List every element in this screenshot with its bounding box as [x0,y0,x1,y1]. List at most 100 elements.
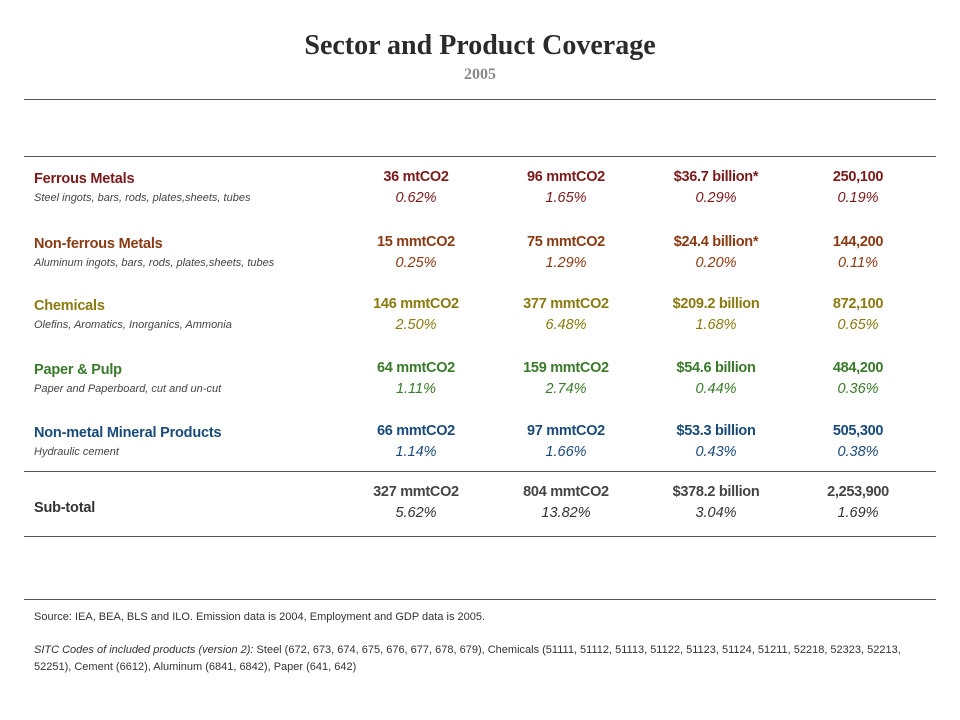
subtotal-employment-cell: 2,253,900 1.69% [783,484,933,521]
subtotal-row: Sub-total 327 mmtCO2 5.62% 804 mmtCO2 13… [0,478,960,538]
employment-value: 144,200 [832,234,884,250]
divider-footer [24,599,936,600]
sector-name: Non-metal Mineral Products [34,425,222,441]
divider-top [24,99,936,100]
emissions2-value: 96 mmtCO2 [527,169,605,185]
gdp-share: 1.68% [695,317,737,333]
emissions2-share: 1.29% [545,255,587,271]
sitc-lead: SITC Codes of included products (version… [34,644,254,656]
sector-name: Non-ferrous Metals [34,236,163,252]
subtotal-label: Sub-total [34,500,96,516]
table-row: Paper & Pulp Paper and Paperboard, cut an… [0,354,960,414]
table-row: Non-ferrous Metals Aluminum ingots, bars,… [0,228,960,288]
subtotal-employment: 2,253,900 [827,484,889,500]
emissions2-cell: 96 mmtCO2 1.65% [491,169,641,206]
subtotal-emissions-pct: 5.62% [395,505,437,521]
employment-cell: 144,200 0.11% [783,234,933,271]
page-subtitle: 2005 [464,66,496,83]
employment-cell: 505,300 0.38% [783,423,933,460]
sitc-note: SITC Codes of included products (version… [34,642,914,676]
subtotal-employment-pct: 1.69% [837,505,879,521]
emissions2-share: 2.74% [545,381,587,397]
gdp-value: $24.4 billion* [673,234,759,250]
gdp-cell: $53.3 billion 0.43% [641,423,791,460]
gdp-cell: $24.4 billion* 0.20% [641,234,791,271]
emissions2-value: 377 mmtCO2 [523,296,609,312]
employment-share: 0.38% [837,444,879,460]
emissions-value: 15 mmtCO2 [377,234,455,250]
sector-products: Paper and Paperboard, cut and un-cut [34,383,222,395]
emissions-share: 1.14% [395,444,437,460]
emissions2-share: 1.66% [545,444,587,460]
emissions-cell: 146 mmtCO2 2.50% [341,296,491,333]
emissions-share: 0.25% [395,255,437,271]
employment-cell: 250,100 0.19% [783,169,933,206]
emissions-cell: 66 mmtCO2 1.14% [341,423,491,460]
emissions2-cell: 75 mmtCO2 1.29% [491,234,641,271]
subtotal-emissions2-cell: 804 mmtCO2 13.82% [491,484,641,521]
gdp-value: $36.7 billion* [673,169,759,185]
employment-cell: 872,100 0.65% [783,296,933,333]
employment-share: 0.36% [837,381,879,397]
divider-table-top [24,156,936,157]
emissions2-value: 75 mmtCO2 [527,234,605,250]
emissions-share: 2.50% [395,317,437,333]
subtotal-emissions-cell: 327 mmtCO2 5.62% [341,484,491,521]
emissions2-cell: 159 mmtCO2 2.74% [491,360,641,397]
emissions2-cell: 97 mmtCO2 1.66% [491,423,641,460]
emissions-value: 66 mmtCO2 [377,423,455,439]
emissions-value: 146 mmtCO2 [373,296,459,312]
emissions2-value: 159 mmtCO2 [523,360,609,376]
gdp-value: $209.2 billion [672,296,760,312]
sector-name: Paper & Pulp [34,362,122,378]
employment-value: 505,300 [832,423,884,439]
employment-value: 872,100 [832,296,884,312]
emissions2-share: 1.65% [545,190,587,206]
emissions2-value: 97 mmtCO2 [527,423,605,439]
employment-share: 0.65% [837,317,879,333]
gdp-share: 0.29% [695,190,737,206]
page-title: Sector and Product Coverage [304,30,656,61]
subtotal-gdp-cell: $378.2 billion 3.04% [641,484,791,521]
gdp-cell: $54.6 billion 0.44% [641,360,791,397]
emissions-cell: 15 mmtCO2 0.25% [341,234,491,271]
employment-cell: 484,200 0.36% [783,360,933,397]
sector-products: Olefins, Aromatics, Inorganics, Ammonia [34,319,232,331]
sector-products: Aluminum ingots, bars, rods, plates,shee… [34,257,275,269]
divider-subtotal [24,471,936,472]
emissions-value: 36 mtCO2 [383,169,449,185]
emissions-share: 0.62% [395,190,437,206]
gdp-value: $53.3 billion [676,423,756,439]
sector-name: Chemicals [34,298,105,314]
emissions-cell: 36 mtCO2 0.62% [341,169,491,206]
gdp-share: 0.20% [695,255,737,271]
sector-products: Hydraulic cement [34,446,119,458]
subtotal-emissions2-pct: 13.82% [541,505,591,521]
employment-share: 0.11% [837,255,879,271]
employment-value: 250,100 [832,169,884,185]
divider-table-bottom [24,536,936,537]
gdp-cell: $209.2 billion 1.68% [641,296,791,333]
gdp-value: $54.6 billion [676,360,756,376]
emissions2-share: 6.48% [545,317,587,333]
table-row: Chemicals Olefins, Aromatics, Inorganics,… [0,290,960,350]
table-row: Ferrous Metals Steel ingots, bars, rods, … [0,163,960,223]
employment-value: 484,200 [832,360,884,376]
subtotal-emissions: 327 mmtCO2 [373,484,459,500]
table-row: Non-metal Mineral Products Hydraulic ceme… [0,417,960,477]
gdp-share: 0.44% [695,381,737,397]
sitc-text: Steel (672, 673, 674, 675, 676, 677, 678… [34,644,901,673]
gdp-share: 0.43% [695,444,737,460]
emissions-value: 64 mmtCO2 [377,360,455,376]
subtotal-gdp-pct: 3.04% [695,505,737,521]
gdp-cell: $36.7 billion* 0.29% [641,169,791,206]
emissions-cell: 64 mmtCO2 1.11% [341,360,491,397]
subtotal-gdp: $378.2 billion [672,484,760,500]
employment-share: 0.19% [837,190,879,206]
subtotal-emissions2: 804 mmtCO2 [523,484,609,500]
source-note: Source: IEA, BEA, BLS and ILO. Emission … [34,611,486,623]
emissions-share: 1.11% [395,381,437,397]
sector-name: Ferrous Metals [34,171,135,187]
sector-products: Steel ingots, bars, rods, plates,sheets,… [34,192,251,204]
emissions2-cell: 377 mmtCO2 6.48% [491,296,641,333]
